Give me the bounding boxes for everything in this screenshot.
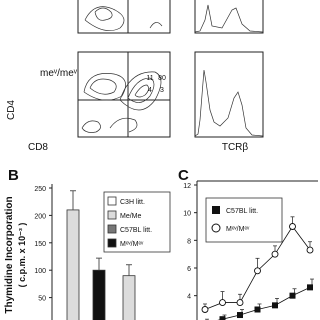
y-tick-label: 250	[34, 186, 46, 193]
marker	[289, 292, 296, 299]
legend-label: C57BL litt.	[120, 227, 152, 234]
marker	[201, 306, 209, 313]
y-tick-label: 6	[187, 266, 191, 273]
legend-marker	[212, 206, 220, 214]
bar	[122, 275, 136, 320]
legend-swatch	[107, 238, 117, 248]
legend-swatch	[107, 224, 117, 234]
panel-label: C	[178, 167, 189, 184]
marker	[271, 250, 279, 258]
flow-contour-plot	[77, 51, 171, 138]
legend-swatch	[107, 196, 117, 206]
legend-label: C57BL litt.	[226, 208, 258, 215]
y-tick-label: 50	[38, 296, 46, 303]
legend-swatch	[107, 210, 117, 220]
y-tick-label: 100	[34, 268, 46, 275]
x-axis-label: TCRβ	[222, 142, 249, 153]
quadrant-value: 11	[146, 75, 153, 82]
marker	[236, 299, 244, 307]
legend-box	[205, 197, 283, 243]
marker	[307, 284, 313, 291]
marker	[219, 316, 226, 320]
legend-label: C3H litt.	[120, 199, 145, 206]
panel-label: B	[8, 167, 19, 184]
marker	[254, 267, 261, 275]
legend-label: Me/Me	[120, 213, 142, 220]
bar	[66, 209, 80, 320]
marker	[237, 312, 243, 319]
y-axis-units: ( c.p.m. x 10⁻³ )	[17, 223, 27, 288]
quadrant-value: 80	[158, 75, 166, 82]
flow-top-row	[77, 0, 264, 34]
quadrant-value: 4	[148, 87, 152, 94]
legend-label: Mᵉᵛ/Mᵉᵛ	[120, 241, 144, 248]
legend-label: Mᵉᵛ/Mᵉᵛ	[226, 226, 250, 233]
y-tick-label: 150	[34, 241, 46, 248]
y-axis-label: Thymidine Incorporation	[4, 196, 15, 313]
y-tick-label: 4	[187, 294, 191, 301]
y-tick-label: 8	[187, 238, 191, 245]
legend-marker	[211, 223, 221, 233]
marker	[306, 246, 314, 254]
y-tick-label: 200	[34, 213, 46, 220]
y-tick-label: 10	[183, 211, 191, 218]
marker	[272, 302, 278, 309]
y-axis-label: CD4	[6, 100, 17, 120]
marker	[254, 306, 261, 313]
genotype-label: meᵛ/meᵛ	[40, 68, 78, 79]
quadrant-value: 3	[160, 87, 164, 94]
y-tick-label: 12	[183, 183, 191, 190]
marker	[289, 223, 296, 230]
marker	[219, 299, 226, 307]
bar	[92, 269, 106, 320]
flow-histogram	[194, 51, 264, 138]
x-axis-label: CD8	[28, 142, 48, 153]
